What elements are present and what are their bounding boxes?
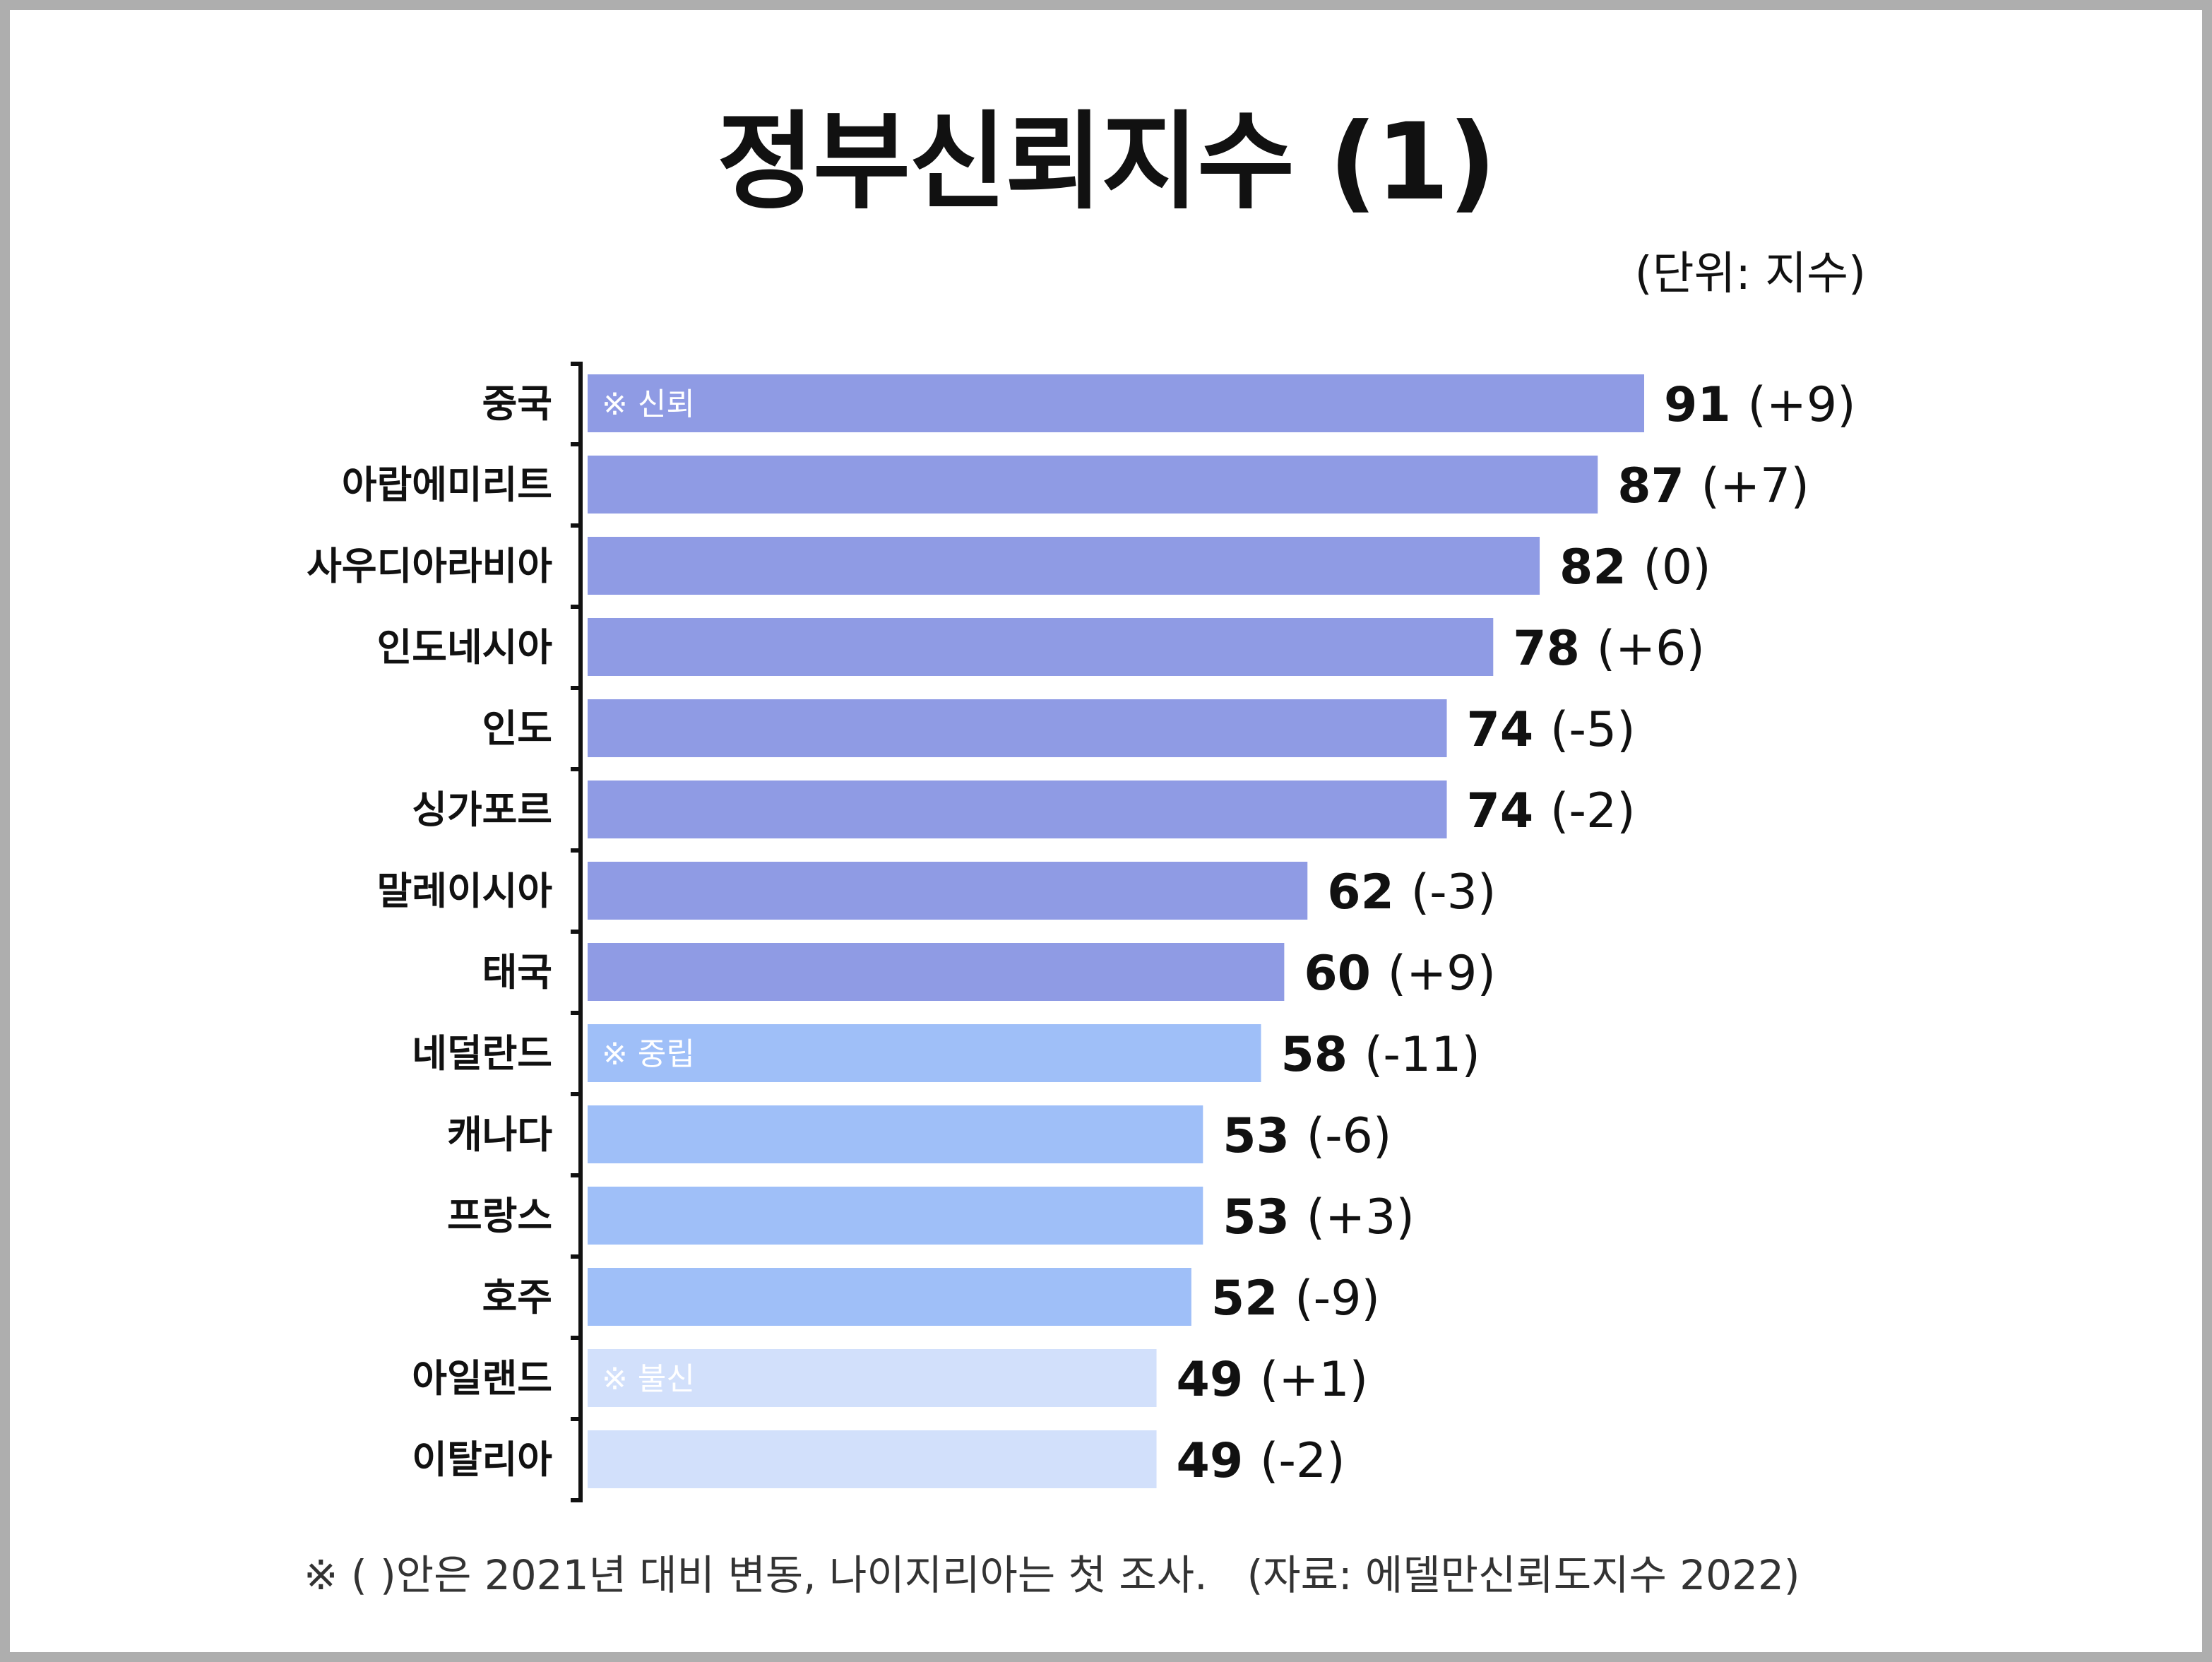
- data-value: 62: [1327, 865, 1410, 920]
- bar: [588, 374, 1644, 432]
- data-value: 49: [1177, 1433, 1260, 1489]
- bar: [588, 1187, 1203, 1245]
- unit-label: (단위: 지수): [1634, 248, 1866, 300]
- category-label: 이탈리아: [412, 1437, 552, 1482]
- data-value: 58: [1280, 1027, 1364, 1083]
- data-change: (+9): [1747, 377, 1855, 433]
- data-label: 74 (-5): [1467, 702, 1636, 758]
- data-label: 78 (+6): [1513, 621, 1705, 677]
- bar: [588, 1268, 1191, 1326]
- data-change: (+1): [1260, 1352, 1368, 1408]
- category-label: 인도네시아: [377, 625, 553, 670]
- bar: [588, 699, 1447, 757]
- data-value: 82: [1559, 540, 1643, 595]
- group-label: ※ 신뢰: [602, 386, 695, 422]
- bar: [588, 943, 1285, 1001]
- group-label: ※ 불신: [602, 1361, 695, 1397]
- chart-title: 정부신뢰지수 (1): [717, 101, 1497, 224]
- data-value: 53: [1223, 1189, 1306, 1245]
- data-change: (-9): [1295, 1271, 1380, 1326]
- data-label: 49 (+1): [1177, 1352, 1369, 1408]
- bar: [588, 456, 1598, 514]
- data-change: (+9): [1388, 946, 1496, 1002]
- category-label: 아랍에미리트: [342, 463, 552, 507]
- data-label: 60 (+9): [1304, 946, 1496, 1002]
- category-label: 프랑스: [447, 1194, 552, 1238]
- data-change: (-3): [1411, 865, 1497, 920]
- source-text: (자료: 에델만신뢰도지수 2022): [1247, 1551, 1800, 1599]
- category-label: 중국: [482, 381, 552, 426]
- data-change: (0): [1643, 540, 1711, 595]
- bar: [588, 780, 1447, 838]
- data-change: (+7): [1701, 458, 1809, 514]
- data-value: 74: [1467, 702, 1550, 758]
- data-change: (-5): [1550, 702, 1636, 758]
- data-change: (+3): [1307, 1189, 1415, 1245]
- data-value: 87: [1617, 458, 1701, 514]
- category-label: 싱가포르: [412, 788, 552, 832]
- category-label: 태국: [482, 950, 552, 995]
- data-label: 87 (+7): [1617, 458, 1809, 514]
- data-label: 74 (-2): [1467, 783, 1636, 839]
- category-label: 네덜란드: [412, 1031, 552, 1076]
- bar: [588, 537, 1540, 595]
- data-change: (+6): [1597, 621, 1705, 677]
- data-label: 82 (0): [1559, 540, 1711, 595]
- category-label: 아일랜드: [412, 1356, 552, 1401]
- data-label: 62 (-3): [1327, 865, 1496, 920]
- bar: [588, 1024, 1261, 1082]
- category-label: 인도: [482, 706, 552, 751]
- bar: [588, 1430, 1157, 1488]
- category-label: 캐나다: [447, 1112, 552, 1157]
- data-label: 49 (-2): [1177, 1433, 1345, 1489]
- category-label: 호주: [482, 1275, 552, 1319]
- bar: [588, 1105, 1203, 1163]
- category-label: 사우디아라비아: [307, 544, 552, 588]
- data-value: 91: [1664, 377, 1747, 433]
- data-value: 60: [1304, 946, 1387, 1002]
- data-label: 53 (-6): [1223, 1108, 1391, 1164]
- data-change: (-11): [1364, 1027, 1480, 1083]
- bar: [588, 862, 1308, 920]
- data-value: 53: [1223, 1108, 1306, 1164]
- footnote-text: ※ ( )안은 2021년 대비 변동, 나이지리아는 첫 조사.: [304, 1551, 1208, 1599]
- group-label: ※ 중립: [602, 1036, 695, 1072]
- bar: [588, 1349, 1157, 1407]
- data-label: 53 (+3): [1223, 1189, 1415, 1245]
- data-value: 49: [1177, 1352, 1260, 1408]
- bar: [588, 618, 1494, 676]
- footnote-row: ※ ( )안은 2021년 대비 변동, 나이지리아는 첫 조사. (자료: 에델…: [304, 1547, 1800, 1603]
- data-value: 78: [1513, 621, 1596, 677]
- category-label: 말레이시아: [377, 869, 553, 913]
- data-change: (-2): [1550, 783, 1636, 839]
- data-value: 74: [1467, 783, 1550, 839]
- data-label: 91 (+9): [1664, 377, 1856, 433]
- data-change: (-6): [1307, 1108, 1392, 1164]
- data-change: (-2): [1260, 1433, 1345, 1489]
- data-value: 52: [1211, 1271, 1295, 1326]
- data-label: 52 (-9): [1211, 1271, 1380, 1326]
- data-label: 58 (-11): [1280, 1027, 1480, 1083]
